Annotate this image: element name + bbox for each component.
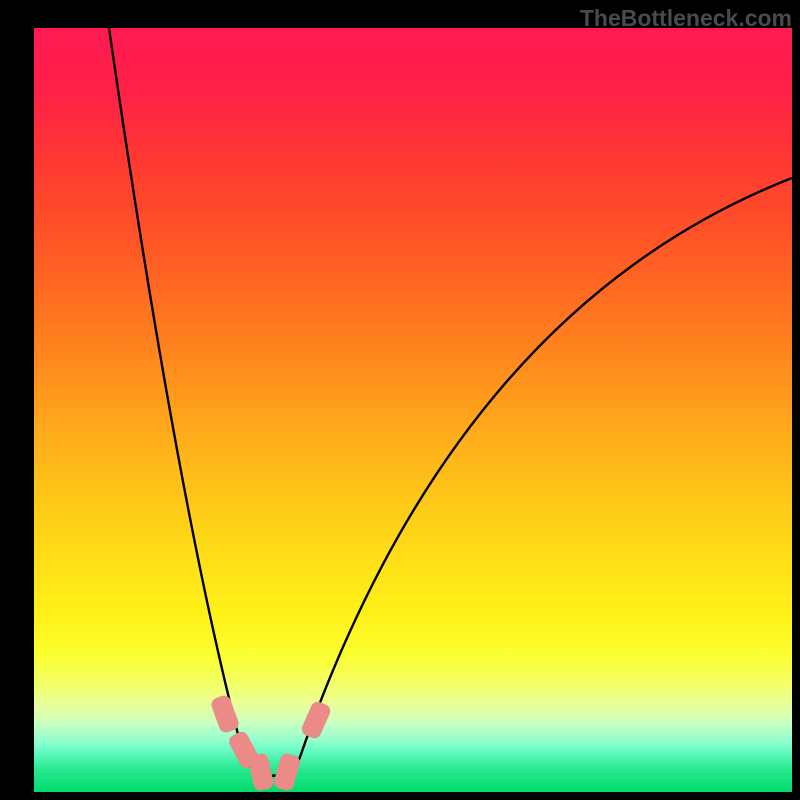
chart-frame	[34, 28, 792, 792]
gradient-background	[34, 28, 792, 792]
bottleneck-chart	[34, 28, 792, 792]
watermark-label: TheBottleneck.com	[580, 5, 792, 32]
